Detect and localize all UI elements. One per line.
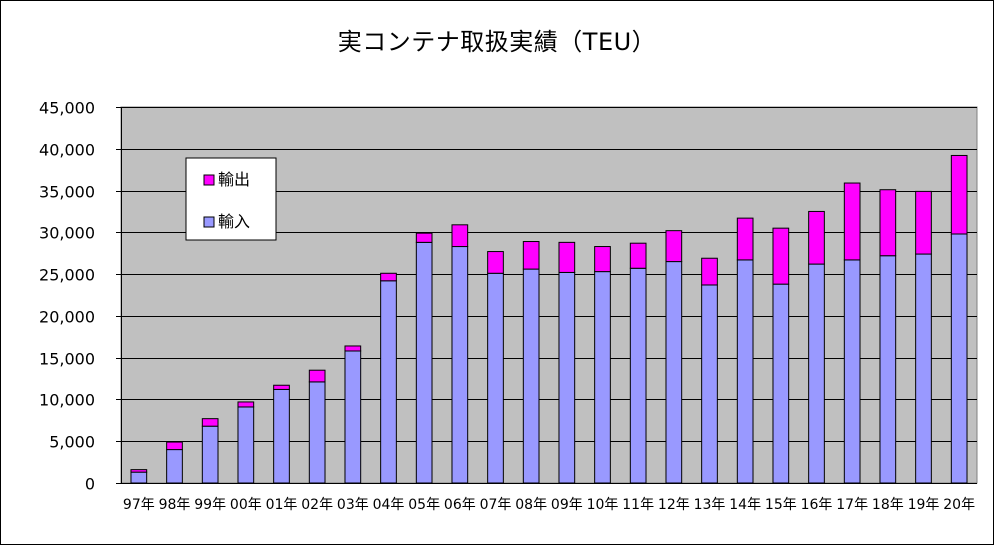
bar-import — [558, 271, 576, 484]
bar-export — [665, 230, 683, 263]
legend-swatch — [203, 216, 215, 228]
bar-export — [451, 224, 469, 248]
bar-export — [808, 210, 825, 265]
x-tick-label: 15年 — [765, 497, 797, 513]
x-tick-label: 00年 — [230, 497, 262, 513]
y-tick-label: 25,000 — [39, 266, 95, 285]
legend-label: 輸入 — [218, 212, 250, 231]
x-tick-label: 14年 — [729, 497, 761, 513]
bar-import — [380, 280, 397, 484]
bar-export — [701, 257, 718, 286]
bar-export — [843, 182, 861, 261]
y-tick-label: 15,000 — [39, 350, 95, 369]
legend-box — [185, 157, 277, 241]
bar-export — [201, 418, 219, 427]
bar-import — [665, 261, 683, 484]
bar-export — [237, 401, 255, 408]
bar-export — [558, 241, 576, 273]
bar-import — [201, 425, 219, 484]
bar-import — [629, 267, 647, 484]
x-tick-label: 08年 — [515, 497, 547, 513]
y-tick-label: 20,000 — [39, 308, 95, 327]
bar-export — [629, 242, 647, 269]
chart-title: 実コンテナ取扱実績（TEU） — [337, 28, 657, 56]
bar-import — [915, 253, 932, 484]
bar-export — [594, 246, 611, 273]
bar-export — [415, 232, 433, 243]
bar-export — [273, 384, 290, 390]
bar-export — [915, 190, 932, 255]
bar-import — [522, 268, 540, 484]
bar-export — [487, 251, 504, 274]
bar-import — [344, 350, 362, 484]
x-tick-label: 13年 — [694, 497, 726, 513]
bar-import — [843, 259, 861, 484]
bar-export — [950, 154, 968, 235]
bar-import — [273, 388, 290, 484]
x-tick-label: 19年 — [908, 497, 940, 513]
bar-import — [166, 449, 183, 484]
bar-import — [879, 255, 897, 484]
x-tick-label: 10年 — [587, 497, 619, 513]
bar-export — [772, 227, 790, 285]
bar-import — [594, 271, 611, 484]
bar-export — [522, 241, 540, 270]
x-tick-label: 06年 — [444, 497, 476, 513]
bar-export — [308, 369, 326, 383]
x-tick-label: 20年 — [943, 497, 975, 513]
legend-label: 輸出 — [218, 170, 250, 189]
bar-import — [487, 272, 504, 484]
bar-import — [772, 283, 790, 484]
bar-import — [451, 246, 469, 484]
bar-import — [808, 263, 825, 484]
bar-export — [130, 469, 148, 473]
x-tick-label: 03年 — [337, 497, 369, 513]
bar-export — [344, 345, 362, 352]
x-tick-label: 07年 — [480, 497, 512, 513]
bar-import — [237, 406, 255, 484]
x-tick-label: 02年 — [301, 497, 333, 513]
x-tick-label: 99年 — [194, 497, 226, 513]
bar-export — [736, 217, 754, 261]
x-tick-label: 98年 — [159, 497, 191, 513]
x-tick-label: 05年 — [408, 497, 440, 513]
bar-import — [308, 381, 326, 484]
x-tick-label: 97年 — [123, 497, 155, 513]
bar-export — [879, 189, 897, 257]
x-tick-label: 04年 — [373, 497, 405, 513]
y-tick-label: 30,000 — [39, 224, 95, 243]
bar-export — [166, 441, 183, 451]
bar-import — [415, 241, 433, 484]
legend-swatch — [203, 174, 215, 186]
bar-import — [950, 233, 968, 484]
x-tick-label: 11年 — [622, 497, 654, 513]
x-tick-label: 18年 — [872, 497, 904, 513]
bar-export — [380, 272, 397, 282]
y-tick-label: 0 — [85, 475, 95, 494]
x-tick-label: 17年 — [836, 497, 868, 513]
y-tick-label: 5,000 — [49, 433, 95, 452]
x-tick-label: 16年 — [801, 497, 833, 513]
bar-import — [701, 284, 718, 484]
y-tick-label: 40,000 — [39, 141, 95, 160]
bar-import — [130, 471, 148, 484]
y-tick-label: 35,000 — [39, 183, 95, 202]
bar-import — [736, 259, 754, 484]
x-tick-label: 09年 — [551, 497, 583, 513]
x-tick-label: 12年 — [658, 497, 690, 513]
y-tick-label: 10,000 — [39, 391, 95, 410]
y-tick-label: 45,000 — [39, 99, 95, 118]
x-tick-label: 01年 — [266, 497, 298, 513]
